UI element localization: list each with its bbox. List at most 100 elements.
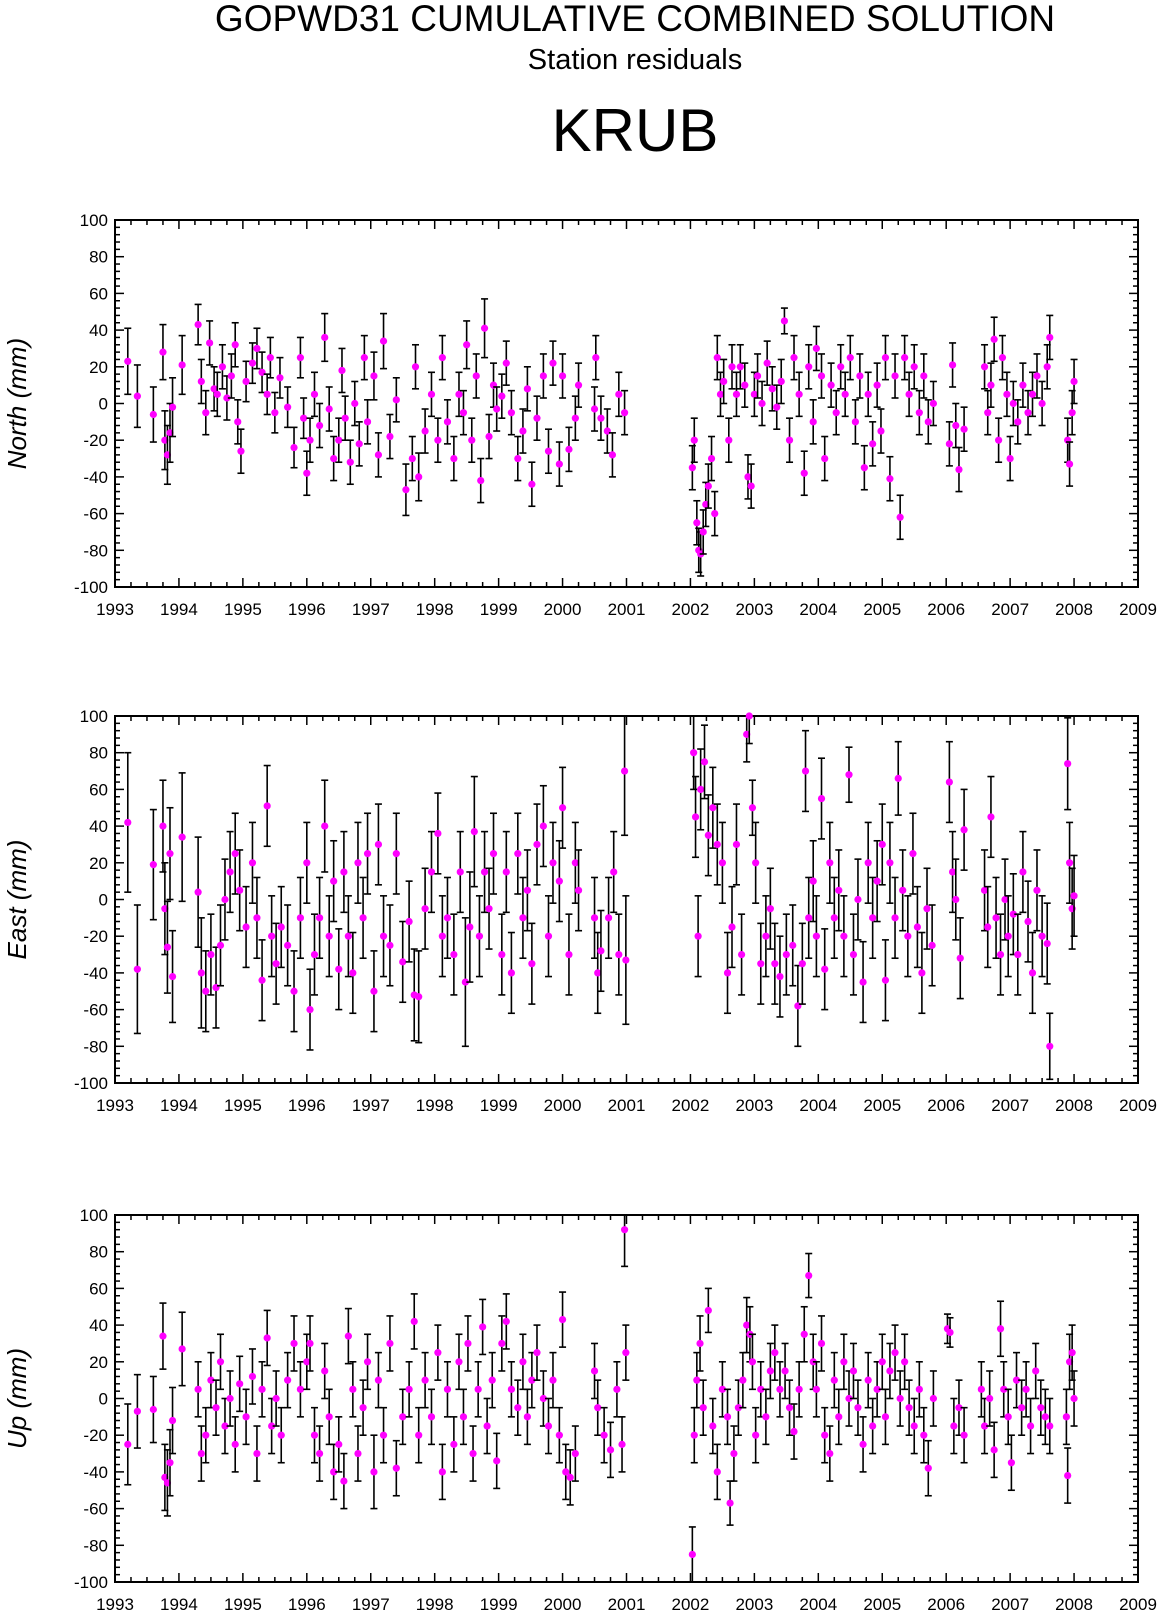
north-data-point [310,390,319,398]
east-data-point [817,794,826,803]
east-data-point [216,941,225,949]
east-data-point [574,886,583,894]
east-data-point [1064,760,1072,768]
east-data-point [166,850,174,858]
north-ytick-label: 40 [89,321,108,340]
east-data-point [713,840,721,849]
north-data-point [574,381,583,389]
up-data-point [996,1325,1005,1333]
up-data-point [896,1394,904,1403]
north-data-point [750,390,758,398]
up-data-point [498,1339,506,1348]
up-data-point [1062,1413,1070,1421]
north-data-point [411,363,420,371]
east-data-point [168,972,177,981]
north-data-point [206,339,214,347]
north-data-point [468,436,476,444]
east-data-point [374,840,383,849]
north-data-point [325,405,333,413]
up-ytick-label: 60 [89,1279,108,1298]
east-data-point [349,969,357,977]
up-data-point [960,1431,968,1439]
north-ytick-label: 100 [80,211,108,230]
up-data-point [950,1422,958,1430]
north-data-point [945,440,953,448]
north-data-point [379,337,388,345]
up-xtick-label: 2007 [991,1595,1029,1614]
north-data-point [995,436,1003,444]
east-data-point [475,932,484,940]
up-data-point [905,1404,913,1412]
east-data-point [571,859,579,867]
north-data-point [846,354,854,362]
up-xtick-label: 2000 [544,1595,582,1614]
up-data-point [723,1413,732,1421]
north-data-point [263,390,271,398]
east-xtick-label: 2005 [863,1096,901,1115]
east-data-point [771,960,779,968]
north-data-point [480,324,489,332]
east-data-point [821,965,829,973]
up-axis-label: Up (mm) [2,1348,32,1449]
east-data-point [565,950,573,959]
north-data-point [330,454,338,463]
north-data-point [952,421,960,430]
north-data-point [860,464,868,472]
east-data-point [597,947,605,955]
east-ytick-label: 20 [89,854,108,873]
up-data-point [272,1394,280,1403]
up-data-point [696,1339,704,1348]
north-data-point [443,418,452,426]
east-data-point [379,932,388,940]
up-data-point [873,1385,881,1393]
up-data-point [766,1367,774,1375]
north-data-point [728,363,736,371]
north-data-point [133,392,141,400]
east-data-point [869,914,877,922]
north-xtick-label: 1994 [160,600,198,619]
north-data-point [223,394,231,402]
north-xtick-label: 1993 [96,600,134,619]
north-ytick-label: 80 [89,248,108,267]
north-data-point [690,436,698,444]
up-data-point [303,1358,311,1366]
north-data-point [455,390,463,398]
north-ytick-label: -40 [83,468,108,487]
east-data-point [296,914,305,922]
north-data-point [316,421,324,430]
east-data-point [690,749,698,757]
east-data-point [434,829,442,838]
north-data-point [1065,460,1074,468]
east-data-point [272,960,280,968]
east-data-point [697,785,705,794]
east-data-point [748,804,757,812]
up-xtick-label: 1994 [160,1595,198,1614]
up-data-point [849,1367,858,1375]
up-data-point [379,1431,388,1439]
east-data-point [891,914,899,922]
north-ytick-label: -80 [83,541,108,560]
east-data-point [231,850,239,858]
north-data-point [370,372,378,380]
east-data-point [928,941,936,949]
east-data-point [405,917,413,926]
east-data-point [1014,950,1022,959]
up-data-point [743,1321,751,1329]
north-data-point [555,460,563,468]
east-xtick-label: 1997 [352,1096,390,1115]
east-data-point [948,868,957,876]
east-data-point [268,932,276,940]
east-data-point [354,859,362,867]
north-data-point [929,399,938,408]
north-axis-label: North (mm) [2,338,32,469]
east-data-point [826,859,834,867]
east-data-point [1043,939,1051,948]
east-data-point [845,771,853,779]
north-data-point [266,354,274,362]
up-data-point [881,1413,890,1421]
up-data-point [730,1449,738,1458]
up-data-point [757,1385,765,1393]
north-data-point [1019,381,1027,389]
east-data-point [386,941,394,949]
north-data-point [699,528,707,536]
